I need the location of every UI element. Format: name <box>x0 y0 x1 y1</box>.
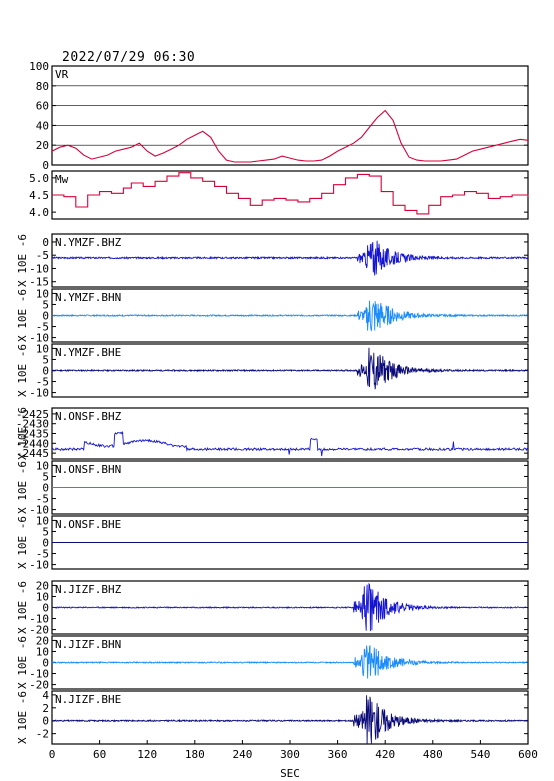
y-tick-label: 4.5 <box>29 189 49 202</box>
y-tick-label: -10 <box>29 559 49 572</box>
series-line-n-ymzf-bhe <box>51 347 528 390</box>
series-line-n-jizf-bhn <box>51 645 528 679</box>
panel-label-n-jizf-bhz: N.JIZF.BHZ <box>55 583 122 596</box>
series-line-vr <box>51 109 529 163</box>
x-tick-label: 240 <box>232 748 252 761</box>
y-tick-label: 60 <box>36 100 49 113</box>
y-tick-label: -15 <box>29 276 49 289</box>
y-tick-label: -10 <box>29 504 49 517</box>
event-timestamp: 2022/07/29 06:30 <box>62 50 196 65</box>
y-tick-label: -2430 <box>16 418 49 431</box>
y-tick-label: 20 <box>36 579 49 592</box>
y-tick-label: 100 <box>29 60 49 73</box>
x-tick-label: 420 <box>375 748 395 761</box>
y-axis-unit-label: X 10E -6 <box>16 691 29 744</box>
y-tick-label: 20 <box>36 634 49 647</box>
y-tick-label: -2445 <box>16 447 49 460</box>
y-tick-label: 5 <box>42 525 49 538</box>
y-tick-label: -5 <box>36 376 49 389</box>
panel-label-n-ymzf-bhz: N.YMZF.BHZ <box>55 236 122 249</box>
y-axis-unit-label: X 10E -6 <box>16 516 29 569</box>
y-tick-label: -20 <box>29 679 49 692</box>
y-tick-label: 10 <box>36 342 49 355</box>
y-tick-label: -5 <box>36 493 49 506</box>
y-tick-label: -10 <box>29 668 49 681</box>
x-tick-label: 180 <box>185 748 205 761</box>
y-tick-label: 0 <box>42 310 49 323</box>
panel-frame-n-ymzf-bhz <box>51 233 529 288</box>
panel-label-n-jizf-bhn: N.JIZF.BHN <box>55 638 121 651</box>
y-tick-label: -2 <box>36 728 49 741</box>
y-tick-label: -5 <box>36 249 49 262</box>
panel-label-mw: Mw <box>55 173 69 186</box>
y-tick-label: 0 <box>42 482 49 495</box>
series-line-n-jizf-bhe <box>51 695 528 744</box>
y-tick-label: -20 <box>29 624 49 637</box>
y-tick-label: -2435 <box>16 428 49 441</box>
y-tick-label: -5 <box>36 321 49 334</box>
y-tick-label: 80 <box>36 80 49 93</box>
y-tick-label: 10 <box>36 645 49 658</box>
y-tick-label: 10 <box>36 514 49 527</box>
y-tick-label: 5 <box>42 353 49 366</box>
x-tick-label: 60 <box>93 748 106 761</box>
y-tick-label: 4.0 <box>29 206 49 219</box>
panel-label-vr: VR <box>55 68 69 81</box>
y-tick-label: -10 <box>29 262 49 275</box>
y-tick-label: -2440 <box>16 437 49 450</box>
series-line-n-ymzf-bhz <box>51 240 528 276</box>
y-tick-label: 0 <box>42 537 49 550</box>
panel-frame-vr <box>51 65 529 166</box>
x-tick-label: 120 <box>137 748 157 761</box>
y-tick-label: -10 <box>29 613 49 626</box>
y-tick-label: 4 <box>42 689 49 702</box>
y-axis-unit-label: X 10E -6 <box>16 461 29 514</box>
y-tick-label: 0 <box>42 159 49 172</box>
y-tick-label: 5 <box>42 298 49 311</box>
series-line-n-jizf-bhz <box>51 582 528 632</box>
series-line-mw <box>52 172 529 215</box>
series-line-n-ymzf-bhn <box>51 300 528 332</box>
y-tick-label: 0 <box>42 715 49 728</box>
x-tick-label: 360 <box>328 748 348 761</box>
y-tick-label: 0 <box>42 365 49 378</box>
series-line-n-onsf-bhz <box>51 430 529 457</box>
x-tick-label: 0 <box>49 748 56 761</box>
y-tick-label: 5.0 <box>29 172 49 185</box>
y-tick-label: 0 <box>42 657 49 670</box>
y-tick-label: -2425 <box>16 408 49 421</box>
y-tick-label: 0 <box>42 236 49 249</box>
panel-label-n-ymzf-bhe: N.YMZF.BHE <box>55 346 121 359</box>
x-axis-label: SEC <box>280 767 300 780</box>
panel-label-n-ymzf-bhn: N.YMZF.BHN <box>55 291 121 304</box>
panel-label-n-onsf-bhn: N.ONSF.BHN <box>55 463 121 476</box>
y-tick-label: 2 <box>42 702 49 715</box>
panel-frame-n-jizf-bhe <box>51 690 529 745</box>
y-tick-label: 5 <box>42 470 49 483</box>
y-axis-unit-label: X 10E -6 <box>16 289 29 342</box>
y-tick-label: -10 <box>29 387 49 400</box>
y-axis-unit-label: X 10E -6 <box>16 636 29 689</box>
y-axis-unit-label: X 10E -6 <box>16 581 29 634</box>
y-tick-label: 40 <box>36 119 49 132</box>
y-tick-label: 10 <box>36 287 49 300</box>
panel-label-n-onsf-bhz: N.ONSF.BHZ <box>55 410 122 423</box>
x-tick-label: 540 <box>470 748 490 761</box>
y-tick-label: 0 <box>42 602 49 615</box>
y-tick-label: 10 <box>36 590 49 603</box>
y-tick-label: -10 <box>29 332 49 345</box>
y-axis-unit-label: X 10E -6 <box>16 407 29 460</box>
y-tick-label: 20 <box>36 139 49 152</box>
panel-label-n-jizf-bhe: N.JIZF.BHE <box>55 693 121 706</box>
panel-label-n-onsf-bhe: N.ONSF.BHE <box>55 518 121 531</box>
x-tick-label: 480 <box>423 748 443 761</box>
y-axis-unit-label: X 10E -6 <box>16 344 29 397</box>
x-tick-label: 600 <box>518 748 538 761</box>
y-tick-label: 10 <box>36 459 49 472</box>
y-tick-label: -5 <box>36 548 49 561</box>
x-tick-label: 300 <box>280 748 300 761</box>
y-axis-unit-label: X 10E -6 <box>16 234 29 287</box>
